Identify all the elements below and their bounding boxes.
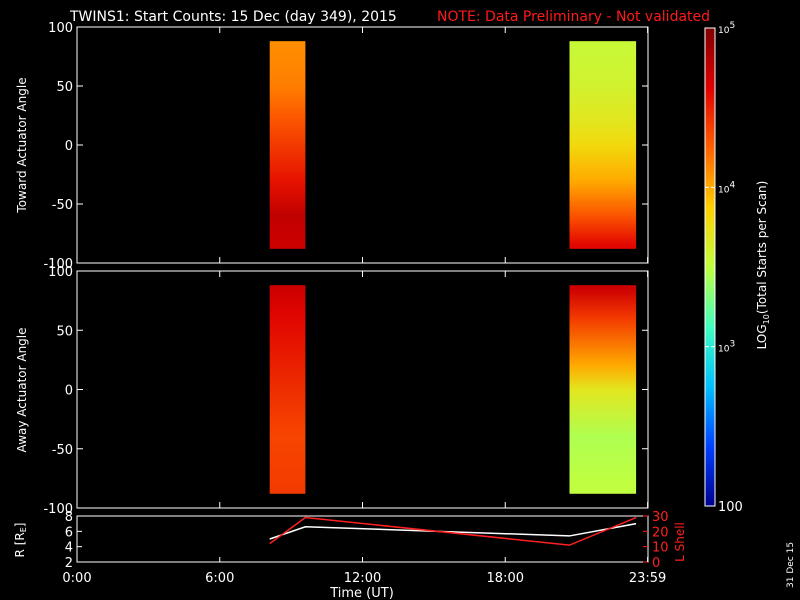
colorbar-label-sub: 10 [762, 314, 771, 324]
orbit-ylabel: R [RE] [13, 523, 28, 558]
colorbar-tick-base: 10 [718, 345, 730, 355]
orbit-ytick-label: 4 [65, 541, 73, 556]
colorbar-fill [705, 28, 715, 506]
ytick-label: 100 [48, 265, 73, 280]
ytick-label: -100 [43, 502, 73, 517]
toward-ylabel: Toward Actuator Angle [15, 77, 29, 213]
colorbar-tick-label: 104 [718, 180, 735, 195]
colorbar-tick-exp: 5 [729, 21, 735, 31]
colorbar-tick-exp: 4 [729, 180, 735, 190]
ytick-label: 0 [65, 384, 73, 399]
xaxis-label: Time (UT) [329, 586, 394, 600]
colorbar-tick-exp: 3 [729, 340, 735, 350]
heatmap-block-1 [269, 41, 306, 249]
orbit-ytick-label: 6 [65, 525, 73, 540]
orbit-ytick-label: 8 [65, 510, 73, 525]
xtick-label: 0:00 [62, 571, 91, 586]
colorbar-tick-base: 10 [718, 185, 730, 195]
colorbar-tick-label: 103 [718, 340, 735, 355]
panel-frame [76, 26, 649, 264]
orbit-y2tick-label: 30 [652, 510, 669, 525]
orbit-y2tick-label: 10 [652, 541, 669, 556]
orbit-ylabel-sub: E [19, 527, 28, 532]
date-stamp: 31 Dec 15 [786, 542, 796, 588]
away-panel: 100 50 0 -50 -100 [43, 265, 649, 517]
ytick-label: 50 [56, 80, 73, 95]
orbit-y2tick-label: 0 [652, 556, 660, 571]
xaxis-ticks: 0:00 6:00 12:00 18:00 23:59 [62, 571, 666, 586]
colorbar-frame [704, 27, 716, 507]
colorbar-tick-label: 105 [718, 21, 735, 36]
xtick-label: 12:00 [344, 571, 381, 586]
orbit-y2tick-label: 20 [652, 525, 669, 540]
orbit-ytick-label: 2 [65, 556, 73, 571]
ytick-label: -100 [43, 257, 73, 272]
toward-panel: 100 50 0 -50 -100 [43, 21, 649, 272]
colorbar-label-prefix: LOG [755, 324, 769, 349]
figure-title: TWINS1: Start Counts: 15 Dec (day 349), … [69, 9, 397, 25]
away-ylabel: Away Actuator Angle [15, 327, 29, 452]
ytick-label: -50 [52, 443, 73, 458]
r-distance-line [269, 522, 637, 540]
heatmap-block-2 [569, 41, 637, 249]
colorbar-tick-base: 10 [718, 26, 730, 36]
orbit-ylabel-end: ] [13, 523, 27, 528]
ytick-label: -50 [52, 198, 73, 213]
xtick-label: 23:59 [629, 571, 666, 586]
orbit-y2label: L Shell [673, 522, 687, 562]
l-shell-line [269, 516, 637, 546]
preliminary-note: NOTE: Data Preliminary - Not validated [437, 9, 710, 25]
heatmap-block-2 [569, 285, 637, 494]
xtick-label: 6:00 [205, 571, 234, 586]
colorbar-label: LOG10(Total Starts per Scan) [755, 181, 771, 350]
colorbar-label-suffix: (Total Starts per Scan) [755, 181, 769, 315]
ytick-label: 50 [56, 324, 73, 339]
heatmap-block-1 [269, 285, 306, 494]
colorbar-tick-label: 100 [718, 500, 743, 515]
ytick-label: 100 [48, 21, 73, 36]
panel-frame [76, 270, 649, 509]
xtick-label: 18:00 [487, 571, 524, 586]
ytick-label: 0 [65, 139, 73, 154]
orbit-ylabel-main: R [R [13, 532, 27, 557]
